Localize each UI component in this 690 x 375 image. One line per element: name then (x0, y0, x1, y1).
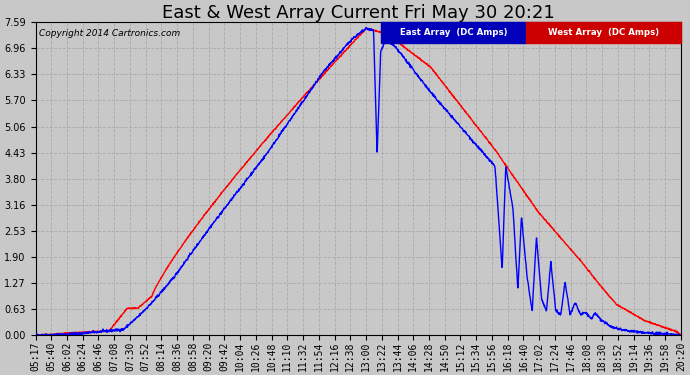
Bar (381, 22, 526, 43)
Bar (526, 22, 681, 43)
Text: West Array  (DC Amps): West Array (DC Amps) (548, 28, 659, 37)
Text: East Array  (DC Amps): East Array (DC Amps) (400, 28, 507, 37)
Title: East & West Array Current Fri May 30 20:21: East & West Array Current Fri May 30 20:… (161, 4, 555, 22)
Text: Copyright 2014 Cartronics.com: Copyright 2014 Cartronics.com (39, 28, 180, 38)
